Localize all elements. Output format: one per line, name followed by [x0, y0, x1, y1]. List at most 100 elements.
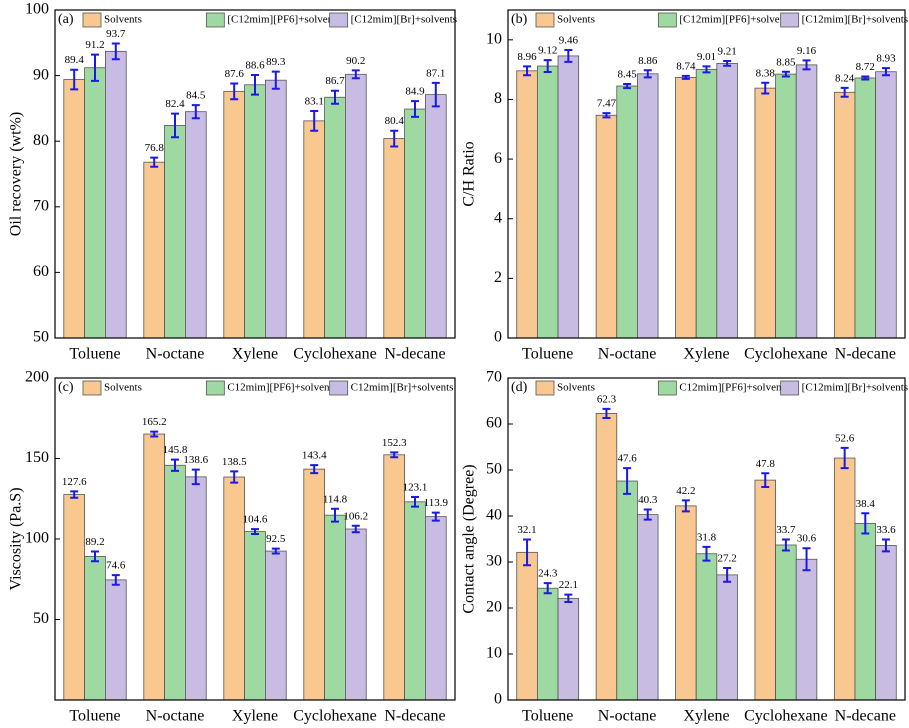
legend-label: [C12mim][Br]+solvents [351, 14, 457, 26]
bar [424, 516, 447, 701]
error-bar [111, 574, 120, 586]
data-label: 90.2 [346, 55, 365, 67]
data-label: 40.3 [638, 494, 658, 506]
bar [875, 545, 897, 701]
y-tick-label: 2 [494, 269, 502, 286]
bar [244, 531, 266, 701]
data-label: 82.4 [165, 98, 185, 110]
y-axis-label: Viscosity (Pa.S) [8, 487, 25, 590]
y-axis-label: Oil recovery (wt%) [8, 112, 25, 236]
x-tick-label: N-decane [384, 346, 445, 363]
data-label: 106.2 [343, 510, 368, 522]
data-label: 33.7 [776, 524, 796, 536]
error-bar [191, 468, 200, 486]
data-label: 9.21 [718, 46, 737, 58]
y-tick-label: 50 [33, 610, 49, 627]
error-bar [840, 86, 849, 98]
error-bar [411, 100, 419, 118]
error-bar [881, 67, 890, 77]
bar [223, 90, 246, 339]
bar [264, 550, 287, 701]
data-label: 76.8 [145, 142, 165, 154]
panel-label: (c) [58, 380, 74, 395]
error-bar [251, 73, 259, 96]
y-tick-label: 70 [486, 369, 502, 386]
error-bar [171, 458, 179, 472]
data-label: 8.74 [676, 60, 696, 72]
legend-label: [C12mim][PF6]+solvents [679, 14, 792, 26]
x-tick-label: Toluene [522, 708, 573, 725]
error-bar [230, 82, 239, 101]
bar [557, 597, 580, 701]
bar [695, 553, 718, 701]
bar [84, 555, 106, 701]
legend-label: [C12mim][PF6]+solvents [227, 14, 340, 26]
legend-label: C12mim][Br]+solvents [351, 382, 454, 394]
error-bar [802, 59, 811, 71]
error-bar [523, 65, 532, 77]
y-tick-label: 50 [33, 329, 49, 346]
legend-swatch [205, 12, 225, 28]
error-bar [150, 430, 159, 438]
legend-swatch [780, 380, 800, 396]
bar [795, 558, 818, 701]
data-label: 143.4 [302, 450, 327, 462]
bar [516, 551, 538, 701]
error-bar [431, 511, 440, 522]
legend-label: [C12mim][Br]+solvents [802, 382, 908, 394]
data-label: 89.2 [85, 536, 104, 548]
data-label: 31.8 [697, 531, 717, 543]
y-tick-label: 4 [494, 209, 502, 226]
y-tick-label: 100 [25, 530, 49, 547]
plot-frame [507, 377, 906, 701]
bar [716, 574, 738, 701]
bar [754, 87, 776, 339]
data-label: 22.1 [559, 579, 578, 591]
legend-label: Solvents [104, 382, 142, 394]
bar [795, 64, 818, 339]
bar [557, 55, 580, 339]
data-label: 62.3 [597, 393, 617, 405]
bar [184, 111, 207, 339]
y-tick-label: 0 [494, 329, 502, 346]
error-bar [781, 538, 790, 552]
data-label: 91.2 [85, 39, 104, 51]
bar [424, 94, 447, 339]
data-label: 9.12 [538, 45, 557, 57]
bar [595, 114, 618, 339]
x-tick-label: Toluene [69, 708, 120, 725]
data-label: 9.01 [697, 51, 716, 63]
bar [404, 108, 426, 339]
plot-frame [54, 9, 456, 339]
error-bar [310, 464, 319, 475]
bar [695, 68, 718, 339]
error-bar [351, 524, 360, 534]
x-tick-label: N-octane [146, 708, 205, 725]
error-bar [564, 48, 573, 63]
error-bar [411, 495, 419, 508]
plot-frame [507, 9, 906, 339]
error-bar [802, 547, 811, 572]
error-bar [723, 566, 732, 583]
y-tick-label: 60 [33, 263, 49, 280]
data-label: 9.46 [559, 34, 579, 46]
bar [637, 73, 659, 339]
data-label: 38.4 [856, 498, 876, 510]
legend-swatch [535, 12, 555, 28]
x-tick-label: Xylene [232, 346, 278, 363]
error-bar [881, 538, 890, 553]
bar [383, 138, 405, 339]
data-label: 47.6 [617, 453, 637, 465]
data-label: 8.86 [638, 55, 658, 67]
bar [105, 50, 127, 339]
y-tick-label: 6 [494, 150, 502, 167]
x-tick-label: N-decane [835, 346, 896, 363]
data-label: 88.6 [245, 59, 265, 71]
bar [223, 476, 246, 701]
y-tick-label: 30 [486, 553, 502, 570]
data-label: 114.8 [323, 493, 348, 505]
y-tick-label: 10 [486, 645, 502, 662]
x-tick-label: Xylene [683, 708, 729, 725]
data-label: 84.9 [405, 86, 425, 98]
